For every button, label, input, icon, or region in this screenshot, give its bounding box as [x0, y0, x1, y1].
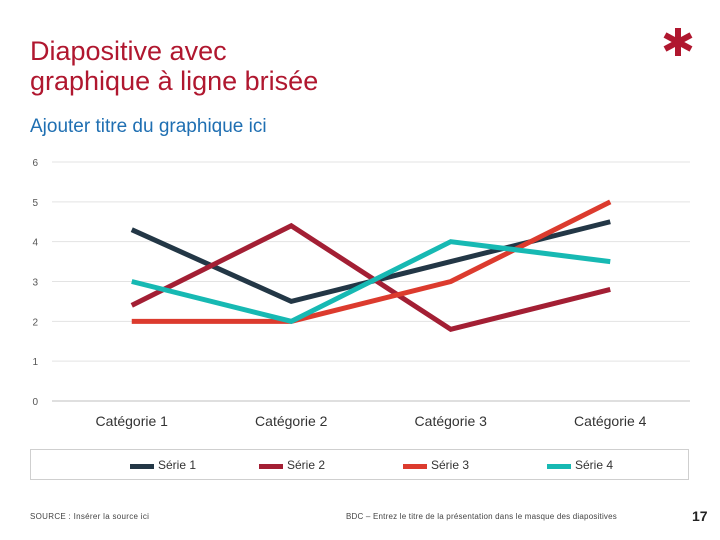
asterisk-logo-icon: [663, 28, 693, 56]
footer-presentation-title: BDC – Entrez le titre de la présentation…: [346, 512, 617, 521]
y-tick-label: 2: [32, 317, 38, 328]
series-line-serie-2: [130, 222, 611, 332]
legend-label-serie-1: Série 1: [158, 458, 197, 472]
series-line-serie-4: [131, 239, 611, 324]
y-axis-ticks: 0 1 2 3 4 5 6: [32, 158, 38, 408]
y-tick-label: 1: [32, 357, 38, 368]
x-tick-label: Catégorie 4: [574, 413, 647, 429]
legend-label-serie-2: Série 2: [287, 458, 326, 472]
x-tick-label: Catégorie 1: [96, 413, 169, 429]
chart-legend: Série 1 Série 2 Série 3 Série 4: [30, 449, 689, 480]
slide-title-line1: Diapositive avec: [30, 36, 227, 66]
legend-label-serie-4: Série 4: [575, 458, 614, 472]
y-tick-label: 3: [32, 278, 38, 289]
y-tick-label: 5: [32, 198, 38, 209]
legend-label-serie-3: Série 3: [431, 458, 470, 472]
legend-swatch-serie-3: [403, 464, 427, 469]
x-tick-label: Catégorie 2: [255, 413, 328, 429]
series-line-serie-3: [131, 199, 612, 324]
page-number: 17: [692, 508, 708, 524]
legend-swatch-serie-1: [130, 464, 154, 469]
x-tick-label: Catégorie 3: [415, 413, 488, 429]
chart-title: Ajouter titre du graphique ici: [30, 116, 267, 137]
legend-swatch-serie-2: [259, 464, 283, 469]
series-lines: [130, 199, 612, 332]
slide-title-line2: graphique à ligne brisée: [30, 66, 319, 96]
slide-title: Diapositive avec graphique à ligne brisé…: [30, 36, 590, 96]
y-tick-label: 4: [32, 238, 38, 249]
y-tick-label: 6: [32, 158, 38, 169]
legend-swatch-serie-4: [547, 464, 571, 469]
y-tick-label: 0: [32, 397, 38, 408]
x-axis-ticks: Catégorie 1 Catégorie 2 Catégorie 3 Catégor…: [96, 413, 647, 429]
series-line-serie-1: [130, 219, 611, 305]
footer-source: SOURCE : Insérer la source ici: [30, 512, 150, 521]
